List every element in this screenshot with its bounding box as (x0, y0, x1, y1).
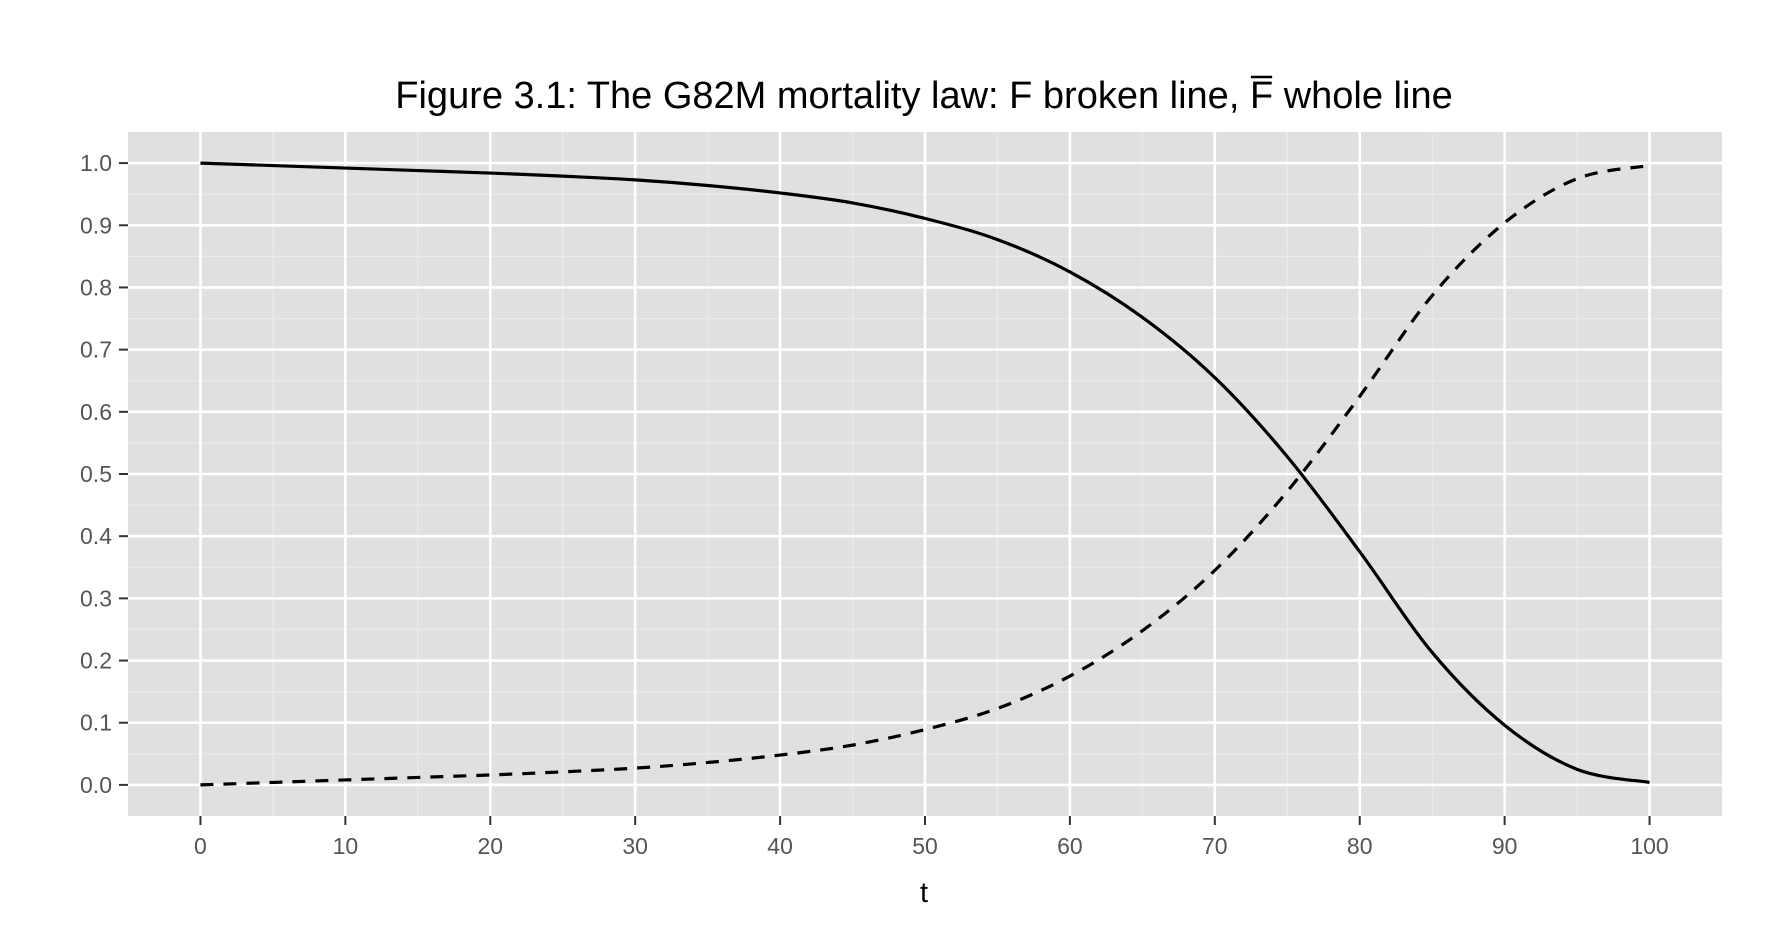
x-tick-label: 60 (1057, 833, 1083, 859)
y-tick-label: 0.2 (80, 648, 112, 674)
y-tick-label: 0.3 (80, 585, 112, 611)
x-axis-title: t (920, 877, 928, 909)
y-tick-label: 0.0 (80, 772, 112, 798)
x-tick-label: 90 (1492, 833, 1518, 859)
plot-panel (128, 132, 1722, 816)
y-tick-label: 0.7 (80, 337, 112, 363)
x-tick-label: 10 (333, 833, 359, 859)
y-tick-label: 0.9 (80, 212, 112, 238)
chart-title-prefix: Figure 3.1: The G82M mortality law: F br… (395, 75, 1250, 117)
y-tick-label: 0.5 (80, 461, 112, 487)
x-tick-label: 80 (1347, 833, 1373, 859)
y-tick-label: 0.1 (80, 710, 112, 736)
x-tick-label: 70 (1202, 833, 1228, 859)
series-line-dashed (200, 164, 1650, 787)
chart-title-fbar: F (1250, 75, 1273, 117)
series-line-solid (200, 161, 1650, 784)
y-tick-label: 0.4 (80, 523, 112, 549)
x-tick-label: 20 (477, 833, 503, 859)
chart-title: Figure 3.1: The G82M mortality law: F br… (395, 75, 1452, 117)
x-tick-label: 30 (622, 833, 648, 859)
y-tick-label: 1.0 (80, 150, 112, 176)
x-tick-label: 100 (1630, 833, 1668, 859)
chart-title-suffix: whole line (1273, 75, 1453, 117)
x-tick-label: 40 (767, 833, 793, 859)
x-tick-label: 0 (194, 833, 207, 859)
y-tick-label: 0.8 (80, 274, 112, 300)
x-tick-label: 50 (912, 833, 938, 859)
y-tick-label: 0.6 (80, 399, 112, 425)
